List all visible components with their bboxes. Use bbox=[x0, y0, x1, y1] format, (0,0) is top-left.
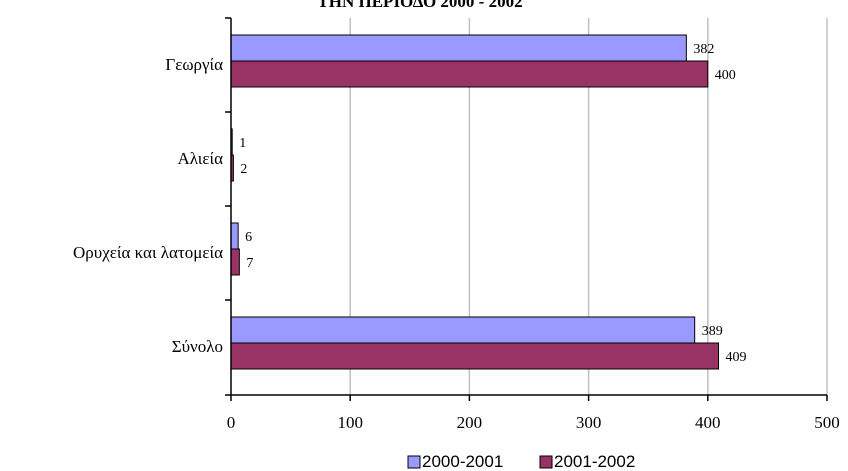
bar-3-0 bbox=[230, 316, 696, 344]
x-tick-label-400: 400 bbox=[695, 413, 721, 432]
data-label-0-0: 382 bbox=[693, 42, 714, 57]
legend: 2000-2001 2001-2002 bbox=[407, 452, 635, 471]
data-label-2-1: 7 bbox=[246, 256, 253, 271]
bar-2-0 bbox=[230, 222, 239, 250]
category-label-2: Ορυχεία και λατομεία bbox=[73, 243, 223, 262]
bar-2-1 bbox=[230, 248, 240, 276]
x-tick-label-200: 200 bbox=[457, 413, 483, 432]
legend-swatch-1 bbox=[539, 455, 553, 469]
bar-3-1 bbox=[230, 342, 720, 370]
bar-0-0 bbox=[230, 34, 687, 62]
axes bbox=[225, 17, 828, 401]
legend-label-0: 2000-2001 bbox=[422, 452, 503, 471]
x-tick-label-500: 500 bbox=[814, 413, 840, 432]
category-label-0: Γεωργία bbox=[165, 55, 223, 74]
legend-label-1: 2001-2002 bbox=[554, 452, 635, 471]
data-label-0-1: 400 bbox=[715, 68, 736, 83]
data-label-2-0: 6 bbox=[245, 230, 252, 245]
legend-swatch-0 bbox=[407, 455, 421, 469]
category-label-1: Αλιεία bbox=[177, 149, 223, 168]
chart-title: ΤΗΝ ΠΕΡΙΟΔΟ 2000 - 2002 bbox=[317, 0, 522, 11]
category-label-3: Σύνολο bbox=[172, 337, 223, 356]
x-tick-label-0: 0 bbox=[227, 413, 236, 432]
data-label-3-0: 389 bbox=[702, 324, 723, 339]
x-tick-label-100: 100 bbox=[337, 413, 363, 432]
x-tick-label-300: 300 bbox=[576, 413, 602, 432]
bar-0-1 bbox=[230, 60, 709, 88]
data-label-1-0: 1 bbox=[239, 136, 246, 151]
data-label-3-1: 409 bbox=[726, 350, 747, 365]
data-label-1-1: 2 bbox=[240, 162, 247, 177]
bars bbox=[230, 34, 720, 370]
